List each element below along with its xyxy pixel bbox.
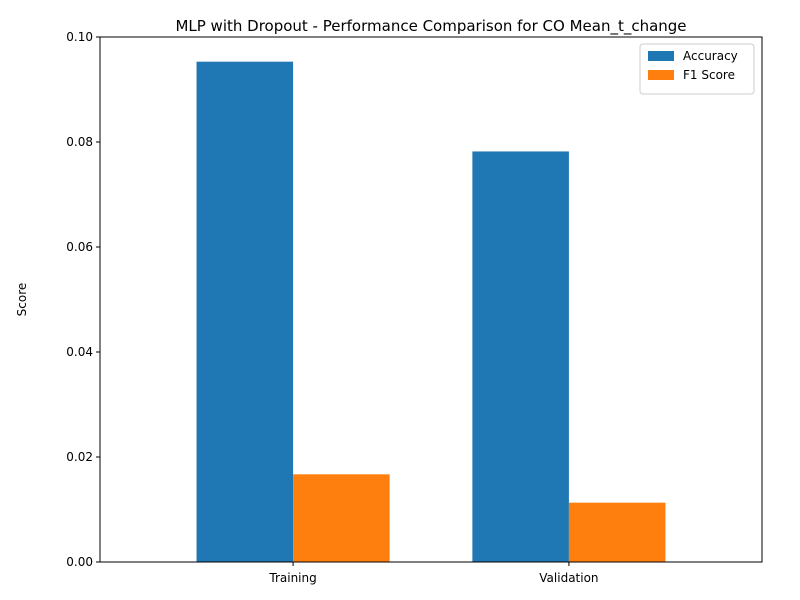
- x-tick-label: Training: [268, 571, 316, 585]
- bars-group: [196, 61, 666, 563]
- bar-accuracy-training: [196, 61, 294, 563]
- legend-label: F1 Score: [683, 68, 735, 82]
- bar-f1-score-training: [293, 474, 390, 562]
- bar-f1-score-validation: [568, 502, 666, 562]
- y-axis: 0.00 0.02 0.04 0.06 0.08 0.10: [66, 30, 100, 569]
- x-tick-label: Validation: [539, 571, 598, 585]
- y-tick-label: 0.06: [66, 240, 93, 254]
- y-axis-label: Score: [15, 283, 29, 317]
- y-tick-label: 0.08: [66, 135, 93, 149]
- bar-accuracy-validation: [472, 151, 569, 562]
- plot-frame: [99, 36, 763, 563]
- legend-swatch: [648, 70, 674, 80]
- y-tick-label: 0.02: [66, 450, 93, 464]
- legend-swatch: [648, 51, 674, 61]
- chart-title: MLP with Dropout - Performance Compariso…: [175, 17, 686, 36]
- legend: Accuracy F1 Score: [639, 43, 755, 95]
- y-tick-label: 0.10: [66, 30, 93, 44]
- y-tick-label: 0.00: [66, 555, 93, 569]
- legend-label: Accuracy: [683, 49, 738, 63]
- x-axis: Training Validation: [268, 562, 599, 585]
- y-tick-label: 0.04: [66, 345, 93, 359]
